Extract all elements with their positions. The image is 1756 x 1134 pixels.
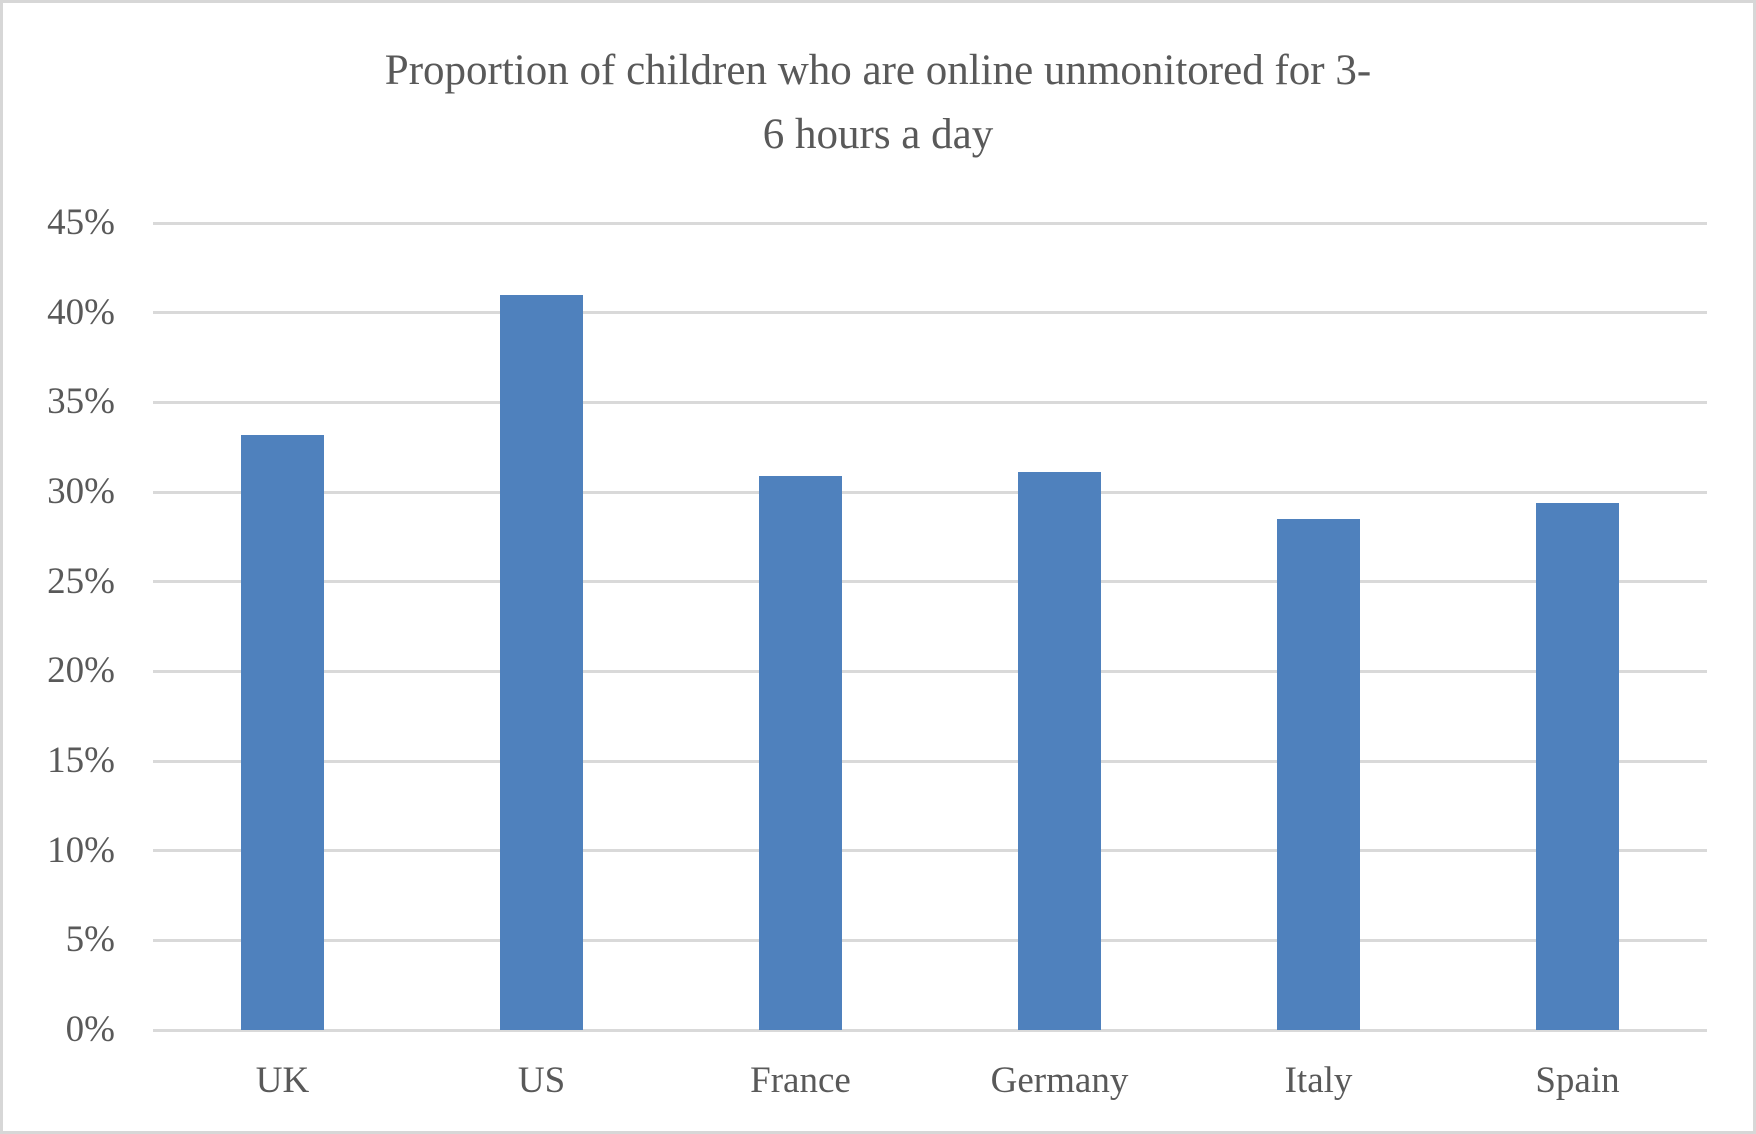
gridline-30pct (153, 490, 1707, 494)
bar-france (759, 475, 842, 1030)
y-axis-tick-label: 20% (47, 650, 115, 692)
gridline-0pct (153, 1028, 1707, 1032)
gridline-15pct (153, 759, 1707, 763)
gridline-35pct (153, 400, 1707, 404)
bar-us (500, 294, 583, 1030)
chart-title-line-1: Proportion of children who are online un… (384, 47, 1372, 94)
x-axis-label-italy: Italy (1284, 1060, 1353, 1101)
bar-germany (1018, 472, 1101, 1030)
y-axis-tick-label: 45% (47, 202, 115, 243)
x-axis-label-germany: Germany (990, 1060, 1129, 1101)
bar-italy (1277, 518, 1360, 1030)
y-axis-tick-label: 0% (65, 1009, 115, 1050)
y-axis-tick-label: 35% (47, 381, 115, 423)
bar-spain (1536, 502, 1619, 1030)
bar-uk (241, 434, 324, 1030)
chart-title: Proportion of children who are online un… (3, 39, 1753, 167)
gridline-25pct (153, 580, 1707, 584)
x-axis-label-uk: UK (255, 1060, 310, 1101)
x-axis-label-us: US (517, 1060, 566, 1101)
chart-title-line-2: 6 hours a day (762, 111, 994, 158)
y-axis-tick-label: 40% (47, 291, 115, 333)
y-axis-tick-label: 25% (47, 560, 115, 602)
x-axis-label-france: France (750, 1060, 851, 1101)
y-axis-tick-label: 30% (47, 471, 115, 512)
y-axis-tick-label: 10% (47, 829, 115, 871)
gridline-10pct (153, 849, 1707, 853)
y-axis-tick-label: 5% (65, 919, 115, 961)
gridline-45pct (153, 221, 1707, 225)
plot-area: 0% 5% 10% 15% 20% 25% 30% 35% 40% 45% UK US France Ge… (3, 3, 1753, 1131)
y-axis-tick-label: 15% (47, 740, 115, 781)
gridline-5pct (153, 938, 1707, 942)
x-axis-label-spain: Spain (1535, 1060, 1620, 1101)
gridline-40pct (153, 311, 1707, 315)
gridline-20pct (153, 669, 1707, 673)
